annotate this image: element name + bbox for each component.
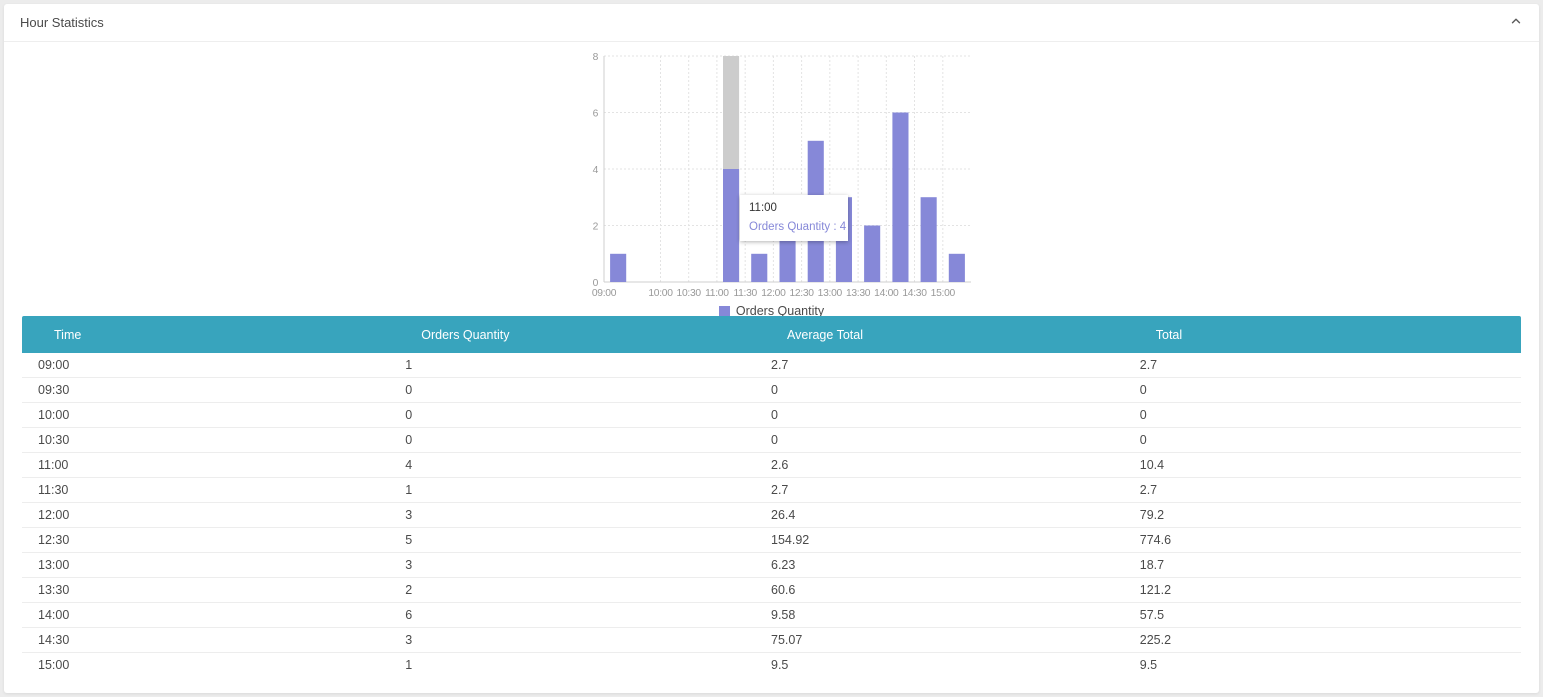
svg-text:8: 8 [593,52,599,63]
svg-text:09:00: 09:00 [592,288,617,299]
svg-text:13:30: 13:30 [846,288,871,299]
svg-text:15:00: 15:00 [931,288,956,299]
svg-text:14:00: 14:00 [874,288,899,299]
svg-text:10:30: 10:30 [677,288,702,299]
svg-text:10:00: 10:00 [648,288,673,299]
svg-text:4: 4 [593,165,599,176]
svg-text:11:00: 11:00 [705,288,729,299]
svg-text:12:30: 12:30 [789,288,814,299]
svg-text:14:30: 14:30 [902,288,927,299]
svg-text:12:00: 12:00 [761,288,786,299]
svg-text:2: 2 [593,222,599,233]
svg-text:6: 6 [593,109,599,120]
svg-text:11:30: 11:30 [733,288,757,299]
svg-text:13:00: 13:00 [818,288,843,299]
